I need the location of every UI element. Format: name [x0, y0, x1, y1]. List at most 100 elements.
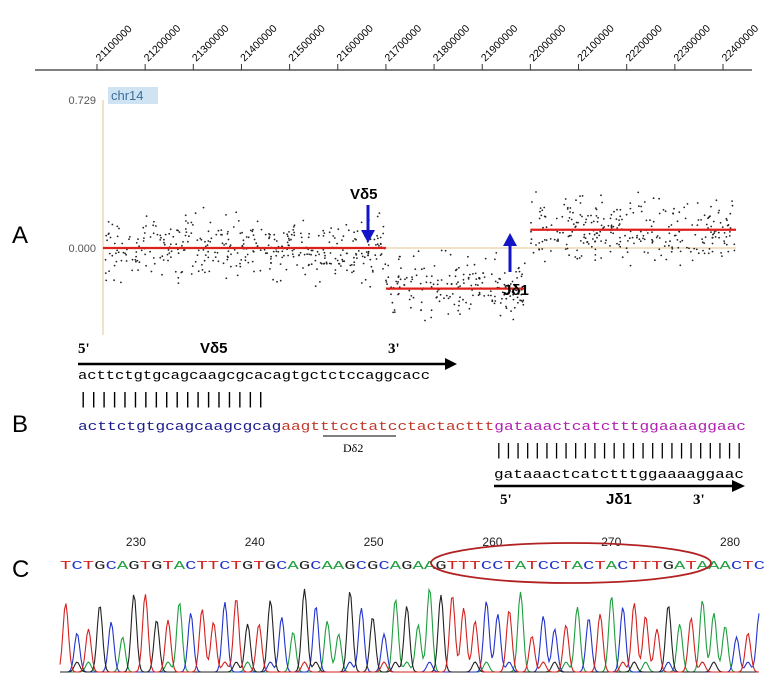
data-point: [574, 256, 577, 258]
data-point: [334, 272, 337, 275]
data-point: [194, 212, 197, 215]
data-point: [583, 236, 585, 239]
j-prime3: 3': [693, 492, 705, 508]
data-point: [459, 285, 461, 287]
data-point: [483, 276, 486, 278]
data-point: [678, 211, 681, 214]
data-point: [625, 247, 628, 250]
data-point: [227, 250, 230, 253]
data-point: [619, 245, 622, 248]
data-point: [199, 237, 202, 240]
data-point: [518, 290, 521, 292]
data-point: [270, 255, 272, 258]
sequence-base: A: [174, 559, 187, 573]
data-point: [595, 208, 598, 211]
data-point: [632, 211, 635, 214]
data-point: [342, 249, 344, 252]
data-point: [458, 300, 461, 303]
data-point: [202, 206, 205, 209]
data-point: [399, 278, 402, 281]
data-point: [619, 236, 621, 239]
v-arrow: [361, 205, 375, 243]
data-point: [184, 228, 187, 230]
data-point: [128, 238, 130, 241]
data-point: [676, 220, 679, 223]
data-point: [345, 252, 348, 255]
data-point: [279, 279, 282, 282]
data-point: [652, 220, 655, 223]
data-point: [582, 242, 585, 244]
data-point: [397, 258, 400, 261]
junction-seq-v: acttctgtgcagcaagcgcag: [78, 419, 281, 434]
sequence-base: A: [674, 559, 687, 573]
data-point: [308, 253, 311, 256]
data-point: [576, 249, 578, 252]
data-point: [503, 272, 506, 274]
sequence-base: C: [617, 559, 628, 573]
data-point: [352, 270, 355, 273]
data-point: [454, 275, 457, 278]
data-point: [246, 253, 249, 256]
data-point: [505, 307, 508, 310]
data-point: [686, 246, 688, 249]
j-gene-label: Jδ1: [606, 491, 632, 508]
sequence-base: T: [742, 559, 753, 573]
data-point: [594, 259, 597, 261]
data-point: [276, 280, 278, 283]
data-point: [711, 236, 714, 239]
data-point: [658, 197, 660, 200]
data-point: [336, 259, 339, 262]
data-point: [301, 241, 303, 244]
data-point: [563, 203, 566, 206]
data-point: [621, 218, 623, 221]
data-point: [177, 282, 180, 284]
sequence-base: C: [481, 559, 492, 573]
data-point: [245, 236, 248, 238]
data-point: [511, 280, 514, 283]
data-point: [522, 303, 525, 306]
data-point: [104, 258, 107, 261]
data-point: [709, 215, 711, 218]
data-point: [637, 191, 640, 194]
data-point: [244, 256, 247, 258]
data-point: [149, 236, 152, 238]
data-point: [253, 238, 256, 241]
data-point: [619, 240, 622, 243]
data-point: [592, 238, 594, 240]
data-point: [594, 254, 597, 256]
data-point: [448, 274, 451, 277]
v-prime3: 3': [388, 341, 400, 357]
data-point: [353, 261, 356, 264]
v-direction-arrowhead: [445, 358, 457, 370]
data-point: [166, 253, 169, 256]
data-point: [643, 238, 646, 241]
data-point: [672, 212, 675, 215]
data-point: [494, 258, 496, 261]
data-point: [575, 199, 577, 202]
data-point: [107, 221, 110, 223]
data-point: [618, 224, 620, 227]
sequence-base: T: [651, 559, 662, 573]
data-point: [601, 201, 603, 204]
data-point: [145, 225, 147, 227]
data-point: [697, 219, 700, 221]
data-point: [569, 207, 572, 209]
data-point: [509, 283, 512, 285]
data-point: [163, 241, 165, 244]
data-point: [333, 237, 336, 239]
data-point: [227, 238, 230, 241]
data-point: [625, 213, 628, 216]
x-tick-label: 21200000: [142, 22, 184, 64]
data-point: [597, 216, 599, 219]
data-point: [691, 259, 694, 262]
data-point: [521, 273, 523, 276]
data-point: [440, 249, 443, 252]
sequence-base: G: [344, 559, 355, 573]
data-point: [237, 220, 240, 222]
data-point: [410, 306, 412, 309]
data-point: [469, 303, 472, 305]
sequence-base: A: [322, 559, 335, 573]
data-point: [550, 224, 553, 227]
x-tick-label: 22100000: [575, 22, 617, 64]
data-point: [135, 255, 138, 258]
